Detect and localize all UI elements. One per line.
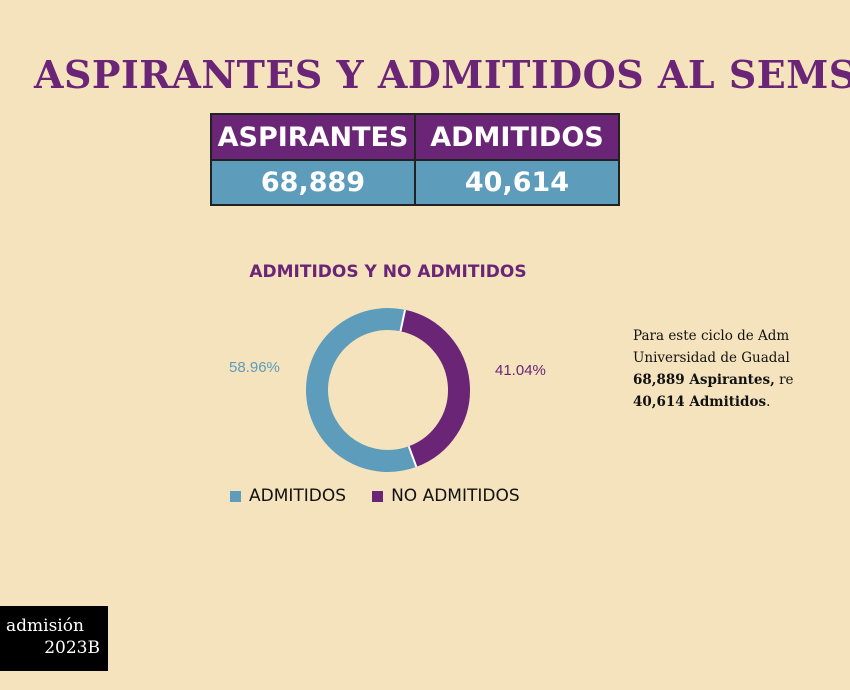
- description-text: Para este ciclo de Adm Universidad de Gu…: [633, 325, 850, 413]
- badge-line-1: admisión: [6, 616, 84, 636]
- chart-title: ADMITIDOS Y NO ADMITIDOS: [249, 262, 527, 282]
- legend-label-admitidos: ADMITIDOS: [249, 486, 347, 506]
- legend-swatch-no-admitidos: [372, 490, 384, 502]
- note-line-2: Universidad de Guadal: [633, 350, 790, 366]
- note-line-4: 40,614 Admitidos.: [633, 391, 850, 413]
- page-title: ASPIRANTES Y ADMITIDOS AL SEMS: [34, 52, 850, 97]
- note-line-4-rest: .: [766, 394, 771, 410]
- donut-separator: [407, 445, 418, 468]
- note-admitidos-bold: 40,614 Admitidos: [633, 394, 767, 410]
- slice-label-admitidos: 58.96%: [229, 359, 280, 376]
- note-line-1: Para este ciclo de Adm: [633, 328, 790, 344]
- donut-slice-no-admitidos: [400, 309, 470, 467]
- value-admitidos: 40,614: [414, 159, 620, 206]
- summary-value-row: 68,889 40,614: [210, 159, 620, 206]
- value-aspirantes: 68,889: [210, 159, 416, 206]
- note-line-3-rest: re: [774, 372, 794, 388]
- legend-swatch-admitidos: [230, 490, 241, 502]
- admission-badge: admisión 2023B: [0, 606, 108, 671]
- summary-header-row: ASPIRANTES ADMITIDOS: [210, 113, 620, 161]
- chart-legend: ADMITIDOS NO ADMITIDOS: [230, 486, 546, 506]
- slice-label-no-admitidos: 41.04%: [495, 362, 546, 379]
- header-aspirantes: ASPIRANTES: [210, 113, 416, 161]
- header-admitidos: ADMITIDOS: [414, 113, 620, 161]
- donut-slice-admitidos: [306, 308, 417, 472]
- donut-separator: [399, 309, 407, 332]
- note-aspirantes-bold: 68,889 Aspirantes,: [633, 372, 775, 388]
- legend-item-admitidos: ADMITIDOS: [230, 486, 346, 506]
- legend-label-no-admitidos: NO ADMITIDOS: [391, 486, 520, 506]
- legend-item-no-admitidos: NO ADMITIDOS: [372, 486, 520, 506]
- summary-table: ASPIRANTES ADMITIDOS 68,889 40,614: [210, 113, 620, 206]
- note-line-3: 68,889 Aspirantes, re: [633, 369, 850, 391]
- donut-chart: [306, 308, 470, 472]
- badge-line-2: 2023B: [44, 638, 100, 658]
